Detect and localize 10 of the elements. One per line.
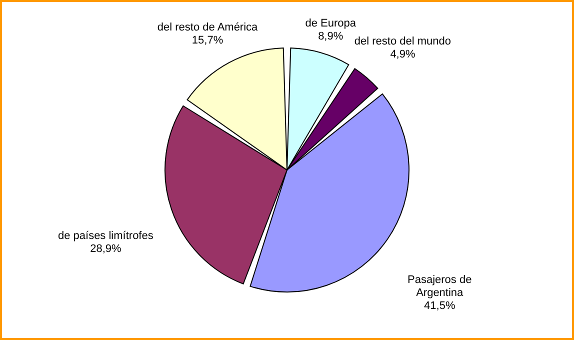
- data-label: 28,9%: [90, 243, 122, 256]
- data-label: 8,9%: [318, 30, 344, 42]
- slice-label: del resto de América: [157, 21, 259, 34]
- data-label: 15,7%: [192, 34, 224, 46]
- slice-label: de países limítrofes: [58, 230, 154, 242]
- slice-label: del resto del mundo: [354, 35, 452, 48]
- data-label: 41,5%: [424, 300, 456, 312]
- slice-label: Pasajeros de Argentina: [408, 274, 472, 299]
- slice-label: de Europa: [305, 17, 357, 30]
- data-label: 4,9%: [390, 48, 416, 60]
